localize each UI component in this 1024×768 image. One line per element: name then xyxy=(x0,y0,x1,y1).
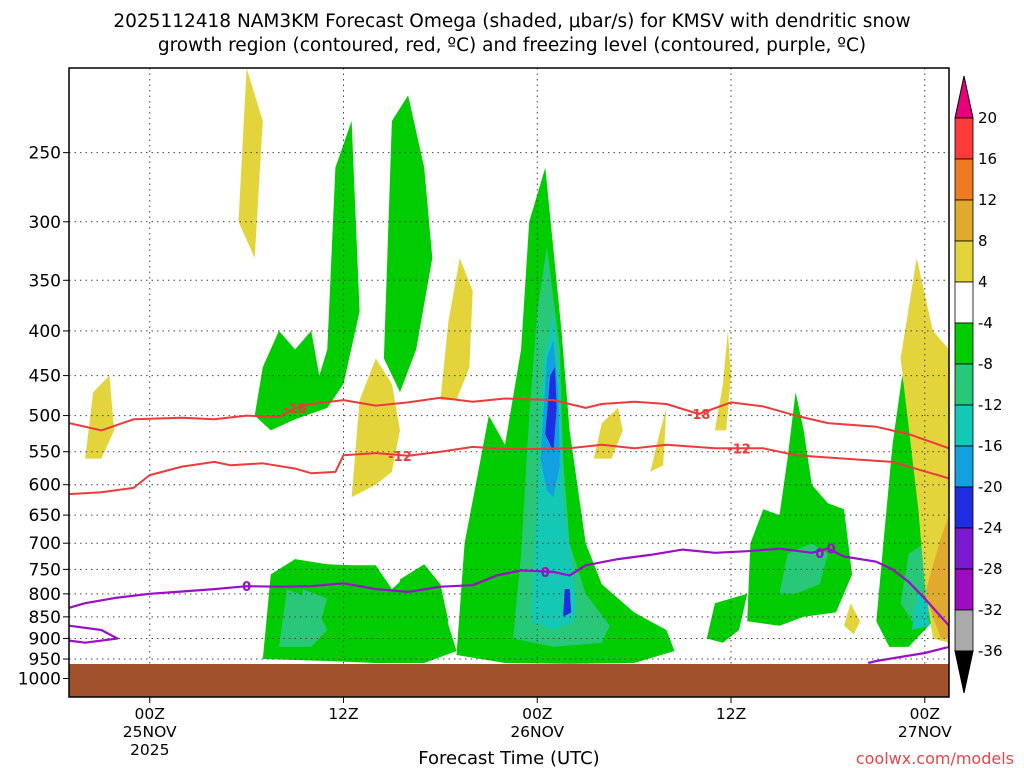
plot-frame xyxy=(68,67,950,698)
y-tick-label-400: 400 xyxy=(29,322,61,342)
y-tick-label-950: 950 xyxy=(29,650,61,670)
colorbar-label-10: -24 xyxy=(978,519,1003,537)
omega-region-27 xyxy=(844,603,861,635)
omega-region-6 xyxy=(545,367,557,452)
y-tick-label-800: 800 xyxy=(29,585,61,605)
terrain-ground xyxy=(69,664,949,697)
dgz-contour-label-0-1: -18 xyxy=(687,408,711,423)
x-tick-label-48-1: 27NOV xyxy=(898,723,952,741)
y-tick-label-750: 750 xyxy=(29,560,61,580)
dgz-contour-label-1-1: -12 xyxy=(727,442,751,457)
omega-region-19 xyxy=(440,258,473,401)
gridlines xyxy=(69,68,949,697)
y-tick-label-650: 650 xyxy=(29,506,61,526)
x-tick-label-0-1: 25NOV xyxy=(123,723,177,741)
colorbar-label-12: -32 xyxy=(978,601,1003,619)
x-tick-label-24-0: 00Z xyxy=(522,705,552,723)
y-tick-label-300: 300 xyxy=(29,213,61,233)
colorbar-segment-12 xyxy=(954,609,974,652)
colorbar-label-6: -8 xyxy=(978,355,993,373)
colorbar-label-2: 12 xyxy=(978,191,997,209)
omega-region-20 xyxy=(238,68,263,258)
freezing-contour-label-0-0: 0 xyxy=(242,580,251,595)
dgz-contour-line-1 xyxy=(69,443,949,496)
x-tick-label-48-0: 00Z xyxy=(910,705,940,723)
dgz-contour-label-1-0: -12 xyxy=(388,450,412,465)
colorbar-segment-2 xyxy=(954,199,974,242)
omega-region-7 xyxy=(563,589,572,617)
omega-region-23 xyxy=(650,407,667,472)
credit-text: coolwx.com/models xyxy=(856,749,1014,768)
chart-title-line-2: growth region (contoured, red, ºC) and f… xyxy=(158,35,866,56)
colorbar-segment-5 xyxy=(954,322,974,365)
x-tick-label-12-0: 12Z xyxy=(328,705,358,723)
omega-region-18 xyxy=(351,358,400,498)
y-tick-label-500: 500 xyxy=(29,407,61,427)
colorbar-label-1: 16 xyxy=(978,150,997,168)
omega-region-8 xyxy=(254,121,360,431)
colorbar-bottom-arrow xyxy=(954,650,974,694)
y-tick-label-600: 600 xyxy=(29,476,61,496)
freezing-contour-label-0-1: 0 xyxy=(541,566,550,581)
colorbar-segment-6 xyxy=(954,363,974,406)
omega-region-24 xyxy=(714,330,731,431)
omega-region-26 xyxy=(924,515,949,639)
colorbar-label-4: 4 xyxy=(978,273,988,291)
colorbar-label-13: -36 xyxy=(978,642,1003,660)
y-tick-label-350: 350 xyxy=(29,271,61,291)
colorbar-segment-8 xyxy=(954,445,974,488)
omega-region-9 xyxy=(383,95,433,393)
dgz-contour-line-0 xyxy=(69,396,949,450)
omega-region-25 xyxy=(900,258,949,643)
omega-region-12 xyxy=(747,392,853,626)
x-tick-label-24-1: 26NOV xyxy=(510,723,564,741)
x-tick-label-0-2: 2025 xyxy=(130,741,169,759)
colorbar-label-5: -4 xyxy=(978,314,993,332)
colorbar-segment-9 xyxy=(954,486,974,529)
y-tick-label-550: 550 xyxy=(29,443,61,463)
omega-region-10 xyxy=(391,564,449,647)
omega-region-21 xyxy=(85,375,115,459)
colorbar-segment-10 xyxy=(954,527,974,570)
y-tick-label-1000: 1000 xyxy=(18,669,61,689)
y-tick-label-850: 850 xyxy=(29,608,61,628)
colorbar-segment-3 xyxy=(954,240,974,283)
freezing-contour-line-1 xyxy=(69,624,119,644)
colorbar-top-arrow xyxy=(954,75,974,119)
colorbar-segment-7 xyxy=(954,404,974,447)
freezing-contour-label-0-2: 0 xyxy=(815,547,824,562)
omega-region-11 xyxy=(295,589,328,630)
omega-region-13 xyxy=(779,543,828,594)
omega-region-14 xyxy=(706,593,748,643)
colorbar-label-7: -12 xyxy=(978,396,1003,414)
colorbar-label-0: 20 xyxy=(978,109,997,127)
colorbar-label-3: 8 xyxy=(978,232,988,250)
x-tick-label-0-0: 00Z xyxy=(135,705,165,723)
x-axis-title: Forecast Time (UTC) xyxy=(418,748,599,768)
colorbar: 20 16 12 8 4 -4 -8 -12 -16 -20 -24 -28 -32 -36 xyxy=(954,75,1003,694)
chart-title-line-1: 2025112418 NAM3KM Forecast Omega (shaded… xyxy=(113,11,910,32)
colorbar-segment-11 xyxy=(954,568,974,611)
colorbar-label-9: -20 xyxy=(978,478,1003,496)
dgz-contour-label-0-0: -18 xyxy=(283,402,307,417)
y-tick-label-700: 700 xyxy=(29,534,61,554)
colorbar-segment-0 xyxy=(954,117,974,160)
colorbar-label-8: -16 xyxy=(978,437,1003,455)
y-axis-labels: 2503003504004505005506006507007508008509… xyxy=(18,144,69,689)
colorbar-label-11: -28 xyxy=(978,560,1003,578)
y-tick-label-250: 250 xyxy=(29,144,61,164)
y-tick-label-450: 450 xyxy=(29,367,61,387)
y-tick-label-900: 900 xyxy=(29,630,61,650)
freezing-contour-label-0-3: 0 xyxy=(827,543,836,558)
x-tick-label-36-0: 12Z xyxy=(716,705,746,723)
freezing-contour-line-0 xyxy=(69,547,949,665)
colorbar-segment-4 xyxy=(954,281,974,324)
colorbar-segment-1 xyxy=(954,158,974,201)
